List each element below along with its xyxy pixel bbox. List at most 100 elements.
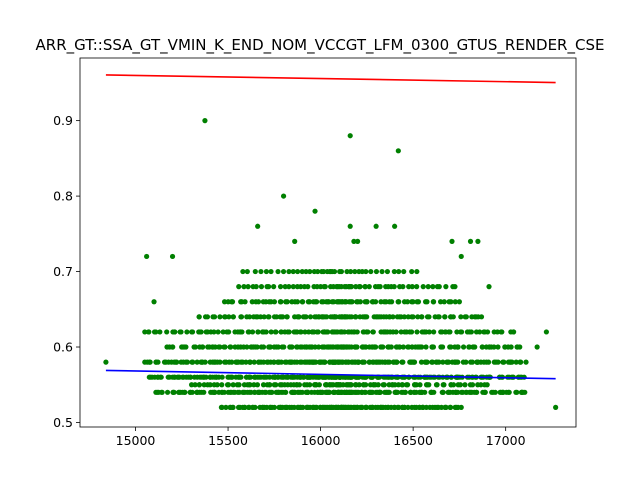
scatter-point <box>391 268 397 275</box>
scatter-point <box>280 374 286 380</box>
scatter-band <box>153 389 528 395</box>
scatter-point <box>343 344 349 350</box>
scatter-point <box>249 299 255 305</box>
scatter-point <box>267 344 274 350</box>
scatter-point <box>207 382 213 388</box>
scatter-point <box>342 299 349 305</box>
scatter-point <box>469 382 476 388</box>
scatter-point <box>229 359 235 365</box>
scatter-point <box>293 329 299 335</box>
scatter-point <box>273 344 280 350</box>
scatter-point <box>407 329 413 335</box>
scatter-point <box>252 374 258 380</box>
scatter-point <box>448 344 454 350</box>
scatter-point <box>421 329 428 335</box>
chart-title: ARR_GT::SSA_GT_VMIN_K_END_NOM_VCCGT_LFM_… <box>36 36 605 55</box>
scatter-point <box>239 329 245 335</box>
scatter-point <box>446 359 452 365</box>
scatter-point <box>277 299 283 305</box>
y-tick-label: 0.9 <box>53 113 73 128</box>
scatter-point <box>220 329 226 335</box>
scatter-point <box>352 268 358 275</box>
scatter-point <box>348 374 354 380</box>
scatter-point <box>217 359 223 365</box>
scatter-point <box>241 284 247 290</box>
scatter-point <box>385 359 391 365</box>
scatter-point <box>305 284 311 290</box>
scatter-point <box>258 359 264 365</box>
scatter-point <box>452 299 458 305</box>
scatter-point <box>325 329 331 335</box>
scatter-point <box>415 299 422 305</box>
scatter-point <box>359 268 365 275</box>
scatter-point <box>261 314 267 320</box>
scatter-point <box>238 359 244 365</box>
scatter-point <box>224 382 231 388</box>
y-tick-label: 0.6 <box>53 340 73 355</box>
scatter-point <box>242 299 248 305</box>
scatter-point <box>219 374 225 380</box>
scatter-point <box>230 404 236 410</box>
x-tick-label: 16500 <box>393 433 433 448</box>
scatter-point <box>433 359 439 365</box>
scatter-point <box>291 374 298 380</box>
scatter-point <box>360 359 366 365</box>
scatter-point <box>252 404 258 410</box>
scatter-point <box>302 329 308 335</box>
scatter-point <box>472 344 478 350</box>
scatter-point <box>366 359 373 365</box>
scatter-point <box>522 389 528 395</box>
scatter-band <box>188 382 490 388</box>
scatter-point <box>436 284 442 290</box>
scatter-point <box>299 389 305 395</box>
scatter-point <box>404 299 411 305</box>
scatter-point <box>253 284 259 290</box>
scatter-point <box>316 374 322 380</box>
scatter-point <box>418 359 425 365</box>
scatter-point <box>280 193 287 199</box>
scatter-point <box>263 268 270 275</box>
x-axis: 15000 15500 16000 16500 17000 <box>116 427 526 448</box>
scatter-point <box>363 404 369 410</box>
scatter-point <box>354 344 360 350</box>
scatter-point <box>430 299 437 305</box>
scatter-point <box>510 329 517 335</box>
scatter-point <box>357 284 363 290</box>
scatter-point <box>469 359 476 365</box>
scatter-point <box>523 359 529 365</box>
scatter-point <box>306 359 312 365</box>
scatter-point <box>356 374 362 380</box>
scatter-point <box>430 344 437 350</box>
scatter-point <box>347 314 353 320</box>
scatter-point <box>153 329 159 335</box>
scatter-point <box>246 374 252 380</box>
scatter-point <box>196 314 202 320</box>
scatter-point <box>157 374 163 380</box>
scatter-point <box>226 314 232 320</box>
scatter-point <box>393 329 399 335</box>
scatter-point <box>402 389 408 395</box>
scatter-point <box>327 344 334 350</box>
scatter-point <box>447 329 453 335</box>
scatter-point <box>457 382 463 388</box>
scatter-point <box>187 374 194 380</box>
scatter-point <box>395 148 401 154</box>
scatter-point <box>241 389 247 395</box>
scatter-point <box>249 329 256 335</box>
scatter-point <box>491 344 497 350</box>
scatter-point <box>481 389 488 395</box>
scatter-point <box>314 299 320 305</box>
x-tick-label: 15500 <box>208 433 248 448</box>
scatter-band <box>218 404 464 410</box>
y-axis: 0.5 0.6 0.7 0.8 0.9 <box>53 113 80 430</box>
scatter-point <box>230 382 236 388</box>
scatter-point <box>284 314 290 320</box>
x-tick-label: 15000 <box>116 433 156 448</box>
scatter-point <box>466 344 472 350</box>
scatter-point <box>316 344 322 350</box>
scatter-point <box>458 389 465 395</box>
scatter-point <box>485 359 492 365</box>
upper-limit-line <box>105 74 556 84</box>
scatter-point <box>372 344 378 350</box>
scatter-point <box>404 382 411 388</box>
